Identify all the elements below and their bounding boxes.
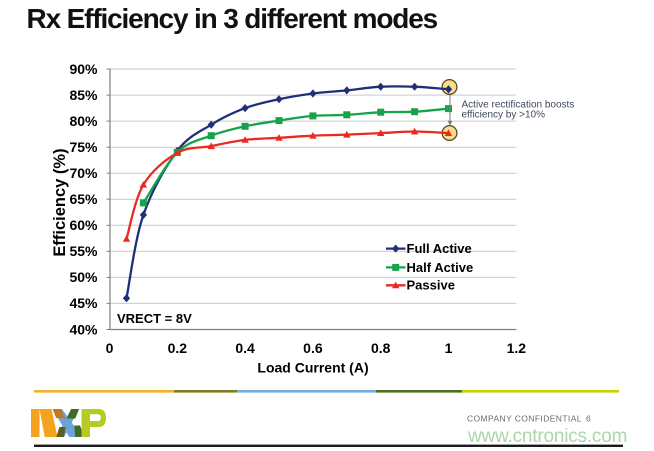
svg-text:0.2: 0.2 [168, 340, 188, 356]
svg-text:50%: 50% [69, 269, 98, 285]
svg-text:45%: 45% [69, 295, 98, 311]
svg-text:60%: 60% [69, 217, 98, 233]
svg-text:0.6: 0.6 [303, 340, 323, 356]
svg-text:90%: 90% [69, 61, 98, 77]
svg-text:80%: 80% [69, 113, 98, 129]
svg-text:0: 0 [106, 340, 114, 356]
svg-text:75%: 75% [69, 139, 98, 155]
svg-text:efficiency by >10%: efficiency by >10% [462, 109, 546, 120]
svg-text:55%: 55% [69, 243, 98, 259]
svg-text:COMPANY CONFIDENTIAL: COMPANY CONFIDENTIAL [467, 414, 582, 424]
svg-text:70%: 70% [69, 165, 98, 181]
svg-text:40%: 40% [69, 321, 98, 337]
svg-text:Efficiency (%): Efficiency (%) [51, 148, 69, 256]
svg-text:Rx Efficiency in 3 different m: Rx Efficiency in 3 different modes [27, 3, 438, 34]
svg-text:1: 1 [445, 340, 453, 356]
svg-text:Load Current (A): Load Current (A) [257, 360, 368, 376]
svg-text:0.8: 0.8 [371, 340, 391, 356]
svg-text:www.cntronics.com: www.cntronics.com [467, 426, 627, 447]
svg-text:Full Active: Full Active [407, 241, 472, 256]
svg-text:0.4: 0.4 [235, 340, 255, 356]
svg-text:1.2: 1.2 [507, 340, 527, 356]
svg-text:Active rectification boosts: Active rectification boosts [462, 99, 575, 110]
svg-text:Passive: Passive [407, 278, 455, 293]
svg-text:85%: 85% [69, 87, 98, 103]
svg-text:VRECT = 8V: VRECT = 8V [117, 311, 192, 326]
svg-text:65%: 65% [69, 191, 98, 207]
svg-text:6: 6 [586, 414, 591, 424]
svg-text:Half Active: Half Active [407, 260, 474, 275]
